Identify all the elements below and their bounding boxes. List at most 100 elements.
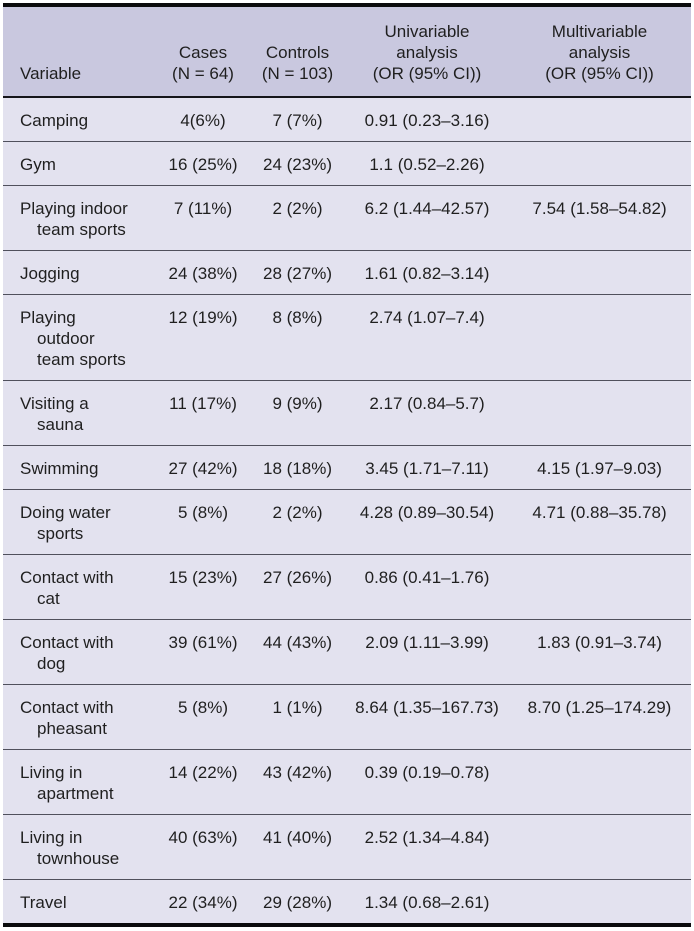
- cell-cases: 5 (8%): [157, 684, 249, 750]
- cell-univariable: 2.74 (1.07–7.4): [346, 294, 508, 381]
- cell-cases: 5 (8%): [157, 489, 249, 555]
- variable-line: Playing: [20, 308, 76, 327]
- header-line: analysis: [396, 43, 458, 62]
- table-header: Variable Cases (N = 64) Controls (N = 103)…: [3, 5, 691, 98]
- cell-univariable: 6.2 (1.44–42.57): [346, 185, 508, 251]
- variable-line: Living in: [20, 763, 83, 782]
- cell-controls: 9 (9%): [249, 380, 346, 446]
- header-line: Multivariable: [551, 22, 648, 41]
- cell-multivariable: [508, 554, 691, 620]
- table-row: Jogging 24 (38%) 28 (27%) 1.61 (0.82–3.14): [3, 250, 691, 295]
- cell-multivariable: [508, 814, 691, 880]
- variable-line: Contact with: [20, 698, 114, 717]
- cell-multivariable: [508, 749, 691, 815]
- cell-cases: 39 (61%): [157, 619, 249, 685]
- header-line: (N = 64): [172, 64, 234, 83]
- variable-line: Camping: [20, 111, 89, 130]
- cell-univariable: 3.45 (1.71–7.11): [346, 445, 508, 490]
- cell-controls: 41 (40%): [249, 814, 346, 880]
- variable-line: Contact with: [20, 568, 114, 587]
- column-header-controls: Controls (N = 103): [249, 5, 346, 98]
- table-row: Doing water sports 5 (8%) 2 (2%) 4.28 (0.89–…: [3, 489, 691, 555]
- column-header-cases: Cases (N = 64): [157, 5, 249, 98]
- variable-line: Travel: [20, 893, 67, 912]
- cell-cases: 24 (38%): [157, 250, 249, 295]
- header-line: (OR (95% CI)): [372, 64, 482, 83]
- cell-multivariable: [508, 879, 691, 925]
- cell-cases: 12 (19%): [157, 294, 249, 381]
- variable-line: Swimming: [20, 459, 99, 478]
- cell-cases: 40 (63%): [157, 814, 249, 880]
- cell-cases: 7 (11%): [157, 185, 249, 251]
- header-line: Controls: [265, 43, 330, 62]
- cell-cases: 4(6%): [180, 111, 226, 130]
- cell-cases: 22 (34%): [157, 879, 249, 925]
- cell-multivariable: [508, 141, 691, 186]
- cell-variable: Playing outdoor team sports: [3, 294, 157, 381]
- table-row: Playing outdoor team sports 12 (19%) 8 (8%) 2…: [3, 294, 691, 381]
- variable-line: dog: [37, 654, 66, 673]
- cell-cases: 27 (42%): [157, 445, 249, 490]
- header-line: Cases: [178, 43, 228, 62]
- cell-univariable: 4.28 (0.89–30.54): [346, 489, 508, 555]
- header-line: analysis: [568, 43, 631, 62]
- variable-line: Living in: [20, 828, 83, 847]
- cell-variable: Living in apartment: [3, 749, 157, 815]
- variable-line: Contact with: [20, 633, 114, 652]
- header-row: Variable Cases (N = 64) Controls (N = 103)…: [3, 5, 691, 98]
- cell-multivariable: 7.54 (1.58–54.82): [508, 185, 691, 251]
- variable-line: Jogging: [20, 264, 80, 283]
- variable-line: sports: [37, 524, 84, 543]
- cell-variable: Visiting a sauna: [3, 380, 157, 446]
- cell-controls: 8 (8%): [249, 294, 346, 381]
- table-body: Camping 4(6%) 7 (7%) 0.91 (0.23–3.16) Gym 16 …: [3, 97, 691, 925]
- cell-controls: 2 (2%): [249, 185, 346, 251]
- cell-variable: Gym: [3, 141, 157, 186]
- table-row: Contact with cat 15 (23%) 27 (26%) 0.86 (0.4…: [3, 554, 691, 620]
- cell-univariable: 1.34 (0.68–2.61): [346, 879, 508, 925]
- variable-line: outdoor: [37, 329, 95, 348]
- cell-controls: 7 (7%): [272, 111, 323, 130]
- variable-line: team sports: [37, 350, 126, 369]
- cell-cases: 11 (17%): [157, 380, 249, 446]
- column-header-multivariable: Multivariable analysis (OR (95% CI)): [508, 5, 691, 98]
- cell-controls: 28 (27%): [249, 250, 346, 295]
- cell-univariable: 2.17 (0.84–5.7): [346, 380, 508, 446]
- variable-line: Gym: [20, 155, 56, 174]
- table-row: Swimming 27 (42%) 18 (18%) 3.45 (1.71–7.11)…: [3, 445, 691, 490]
- header-line: Variable: [20, 64, 82, 83]
- exposure-analysis-table: Variable Cases (N = 64) Controls (N = 103)…: [3, 3, 691, 927]
- cell-univariable: 1.1 (0.52–2.26): [346, 141, 508, 186]
- column-header-variable: Variable: [3, 5, 157, 98]
- cell-multivariable: 1.83 (0.91–3.74): [508, 619, 691, 685]
- cell-controls: 43 (42%): [249, 749, 346, 815]
- cell-controls: 29 (28%): [249, 879, 346, 925]
- table-row: Visiting a sauna 11 (17%) 9 (9%) 2.17 (0.84–…: [3, 380, 691, 446]
- table-row: Travel 22 (34%) 29 (28%) 1.34 (0.68–2.61): [3, 879, 691, 925]
- cell-controls: 1 (1%): [249, 684, 346, 750]
- header-line: (OR (95% CI)): [545, 64, 654, 83]
- variable-line: team sports: [37, 220, 126, 239]
- cell-multivariable: [508, 250, 691, 295]
- variable-line: apartment: [37, 784, 114, 803]
- cell-variable: Jogging: [3, 250, 157, 295]
- header-line: Univariable: [384, 22, 470, 41]
- cell-multivariable: [508, 380, 691, 446]
- cell-multivariable: [508, 294, 691, 381]
- cell-cases: 15 (23%): [157, 554, 249, 620]
- cell-univariable: 0.86 (0.41–1.76): [346, 554, 508, 620]
- cell-controls: 27 (26%): [249, 554, 346, 620]
- cell-univariable: 0.91 (0.23–3.16): [364, 111, 490, 130]
- table-row: Playing indoor team sports 7 (11%) 2 (2%) 6.…: [3, 185, 691, 251]
- table-row: Contact with dog 39 (61%) 44 (43%) 2.09 (1.1…: [3, 619, 691, 685]
- cell-multivariable: 4.15 (1.97–9.03): [508, 445, 691, 490]
- cell-controls: 24 (23%): [249, 141, 346, 186]
- cell-multivariable: [508, 97, 691, 142]
- variable-line: pheasant: [37, 719, 107, 738]
- cell-controls: 44 (43%): [249, 619, 346, 685]
- cell-multivariable: 4.71 (0.88–35.78): [508, 489, 691, 555]
- variable-line: cat: [37, 589, 60, 608]
- cell-univariable: 1.61 (0.82–3.14): [346, 250, 508, 295]
- cell-controls: 2 (2%): [249, 489, 346, 555]
